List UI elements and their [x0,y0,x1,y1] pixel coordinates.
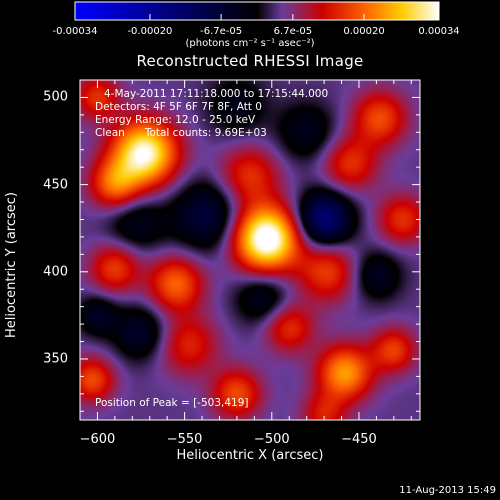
colorbar-tick-label: -0.00034 [52,26,98,37]
timestamp: 11-Aug-2013 15:49 [399,485,496,496]
detectors-annotation: Detectors: 4F 5F 6F 7F 8F, Att 0 [95,101,262,113]
y-tick-label: 400 [43,264,68,280]
colorbar [75,2,439,20]
colorbar-tick-label: 0.00020 [343,26,385,37]
colorbar-tick-label: 0.00034 [418,26,460,37]
y-tick-label: 450 [43,177,68,193]
y-tick-label: 500 [43,89,68,105]
x-tick-label: −550 [166,432,203,447]
heatmap-image [80,80,420,420]
x-tick-label: −450 [341,432,377,447]
plot-frame [79,79,421,421]
x-tick-label: −500 [253,432,290,447]
x-tick-label: −600 [79,432,116,447]
y-axis-label: Heliocentric Y (arcsec) [4,192,19,338]
colorbar-tick-label: -6.7e-05 [200,26,243,37]
colorbar-border [74,1,440,21]
x-axis-label: Heliocentric X (arcsec) [176,448,324,463]
peak-position-annotation: Position of Peak = [-503,419] [95,397,249,409]
time-range-annotation: 4-May-2011 17:11:18.000 to 17:15:44.000 [104,88,329,100]
y-tick-label: 350 [43,351,68,367]
energy-range-annotation: Energy Range: 12.0 - 25.0 keV [95,114,256,126]
algorithm-counts-annotation: Clean Total counts: 9.69E+03 [95,127,267,139]
colorbar-tick-label: 6.7e-05 [273,26,313,37]
colorbar-ticks [74,1,440,21]
colorbar-tick-label: -0.00020 [127,26,173,37]
chart-title: Reconstructed RHESSI Image [136,52,364,70]
colorbar-units: (photons cm⁻² s⁻¹ asec⁻²) [185,38,315,49]
